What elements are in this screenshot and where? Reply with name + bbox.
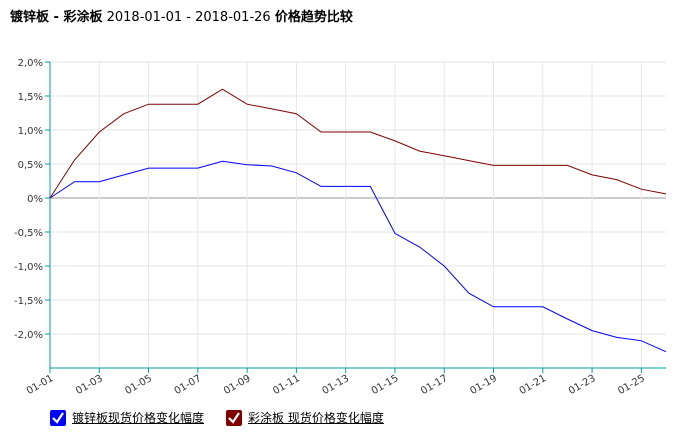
title-date-range: 2018-01-01 - 2018-01-26 — [102, 10, 275, 25]
y-tick-label: 1,0% — [18, 126, 43, 137]
x-tick-label: 01-25 — [616, 373, 647, 397]
chart-title: 镀锌板 - 彩涂板 2018-01-01 - 2018-01-26 价格趋势比较 — [10, 6, 353, 25]
x-tick-label: 01-01 — [25, 373, 56, 397]
legend-item-galvanized[interactable]: 镀锌板现货价格变化幅度 — [50, 409, 204, 426]
y-tick-label: 2,0% — [18, 58, 43, 69]
legend-label-galvanized: 镀锌板现货价格变化幅度 — [72, 411, 205, 425]
legend-label-color-coated: 彩涂板 现货价格变化幅度 — [248, 411, 384, 425]
x-tick-label: 01-17 — [419, 373, 450, 397]
title-separator: - — [49, 10, 64, 25]
check-icon — [52, 411, 64, 424]
x-tick-label: 01-11 — [271, 373, 302, 397]
y-tick-label: 1,5% — [18, 92, 43, 103]
x-tick-label: 01-15 — [370, 373, 401, 397]
x-tick-label: 01-23 — [567, 373, 598, 397]
x-tick-label: 01-05 — [123, 373, 154, 397]
y-tick-label: -0,5% — [14, 228, 43, 239]
y-tick-label: 0,5% — [18, 160, 43, 171]
x-tick-label: 01-03 — [74, 373, 105, 397]
x-tick-label: 01-09 — [222, 373, 253, 397]
legend: 镀锌板现货价格变化幅度 彩涂板 现货价格变化幅度 — [50, 409, 384, 426]
y-tick-label: 0% — [27, 194, 43, 205]
x-tick-label: 01-13 — [321, 373, 352, 397]
title-suffix: 价格趋势比较 — [274, 10, 353, 25]
x-tick-label: 01-21 — [518, 373, 549, 397]
legend-item-color-coated[interactable]: 彩涂板 现货价格变化幅度 — [226, 409, 384, 426]
legend-swatch-galvanized — [50, 409, 66, 426]
series-line-galvanized — [49, 160, 667, 353]
title-product-a: 镀锌板 — [10, 10, 50, 25]
line-chart: 2,0% 1,5% 1,0% 0,5% 0% -0,5% -1,0% -1,5% -2,0% 01… — [14, 58, 667, 397]
y-tick-label: -1,0% — [14, 262, 43, 273]
check-icon — [228, 411, 240, 424]
title-product-b: 彩涂板 — [63, 10, 103, 25]
x-tick-label: 01-07 — [173, 373, 204, 397]
y-tick-label: -1,5% — [14, 296, 43, 307]
legend-swatch-color-coated — [226, 409, 243, 426]
series-line-color-coated — [49, 88, 667, 199]
x-tick-label: 01-19 — [468, 373, 499, 397]
y-tick-label: -2,0% — [14, 330, 43, 341]
